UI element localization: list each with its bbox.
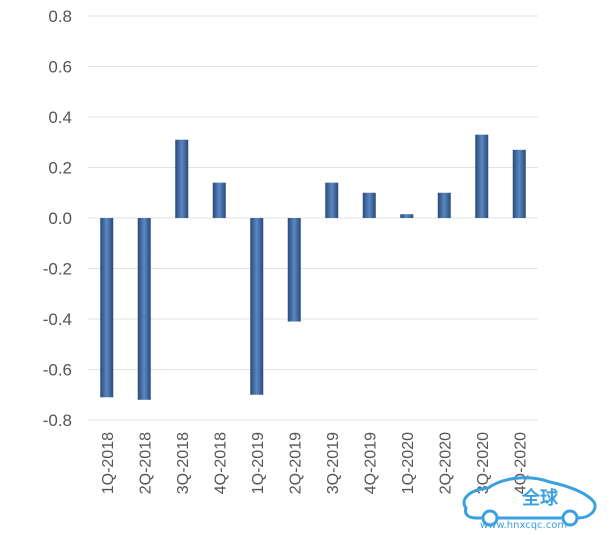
y-tick-label: -0.2 xyxy=(43,260,72,279)
bar-4Q-2020 xyxy=(512,149,526,218)
y-tick-label: 0.6 xyxy=(48,58,72,77)
bar-4Q-2019 xyxy=(362,192,376,218)
x-tick-label: 1Q-2019 xyxy=(250,432,267,494)
bar-1Q-2018 xyxy=(100,218,114,398)
x-tick-label: 3Q-2019 xyxy=(325,432,342,494)
watermark-wheel-left xyxy=(481,509,499,527)
x-tick-label: 1Q-2020 xyxy=(400,432,417,494)
watermark-logo-text: 全球 xyxy=(521,487,559,509)
x-tick-label: 2Q-2020 xyxy=(437,432,454,494)
y-tick-label: -0.8 xyxy=(43,411,72,430)
bar-3Q-2020 xyxy=(475,134,489,218)
y-tick-label: 0.0 xyxy=(48,209,72,228)
watermark-logo: 全球 www.hnxcqc.com xyxy=(462,476,597,531)
y-tick-label: 0.8 xyxy=(48,7,72,26)
watermark-url: www.hnxcqc.com xyxy=(480,520,567,531)
x-tick-label: 2Q-2019 xyxy=(287,432,304,494)
bar-1Q-2020 xyxy=(400,214,414,218)
y-tick-label: 0.4 xyxy=(48,108,72,127)
bar-4Q-2018 xyxy=(212,182,226,218)
x-tick-label: 1Q-2018 xyxy=(100,432,117,494)
watermark-wheel-right xyxy=(561,509,579,527)
x-tick-label: 4Q-2020 xyxy=(512,432,529,494)
watermark-car-shape xyxy=(462,476,597,520)
x-tick-label: 3Q-2018 xyxy=(175,432,192,494)
x-tick-label: 4Q-2018 xyxy=(212,432,229,494)
bar-1Q-2019 xyxy=(250,218,264,395)
x-tick-label: 2Q-2018 xyxy=(137,432,154,494)
bars xyxy=(100,134,526,400)
x-tick-label: 3Q-2020 xyxy=(475,432,492,494)
y-axis-tick-labels: 0.8 0.6 0.4 0.2 0.0 -0.2 -0.4 -0.6 -0.8 xyxy=(43,7,72,430)
x-tick-label: 4Q-2019 xyxy=(362,432,379,494)
gridlines xyxy=(88,15,538,421)
bar-2Q-2020 xyxy=(437,192,451,218)
x-axis-tick-labels: 1Q-2018 2Q-2018 3Q-2018 4Q-2018 1Q-2019 2Q-20… xyxy=(100,432,530,494)
bar-3Q-2019 xyxy=(325,182,339,218)
bar-3Q-2018 xyxy=(175,139,189,218)
y-tick-label: -0.4 xyxy=(43,310,72,329)
bar-2Q-2018 xyxy=(137,218,151,400)
bar-2Q-2019 xyxy=(287,218,301,322)
y-tick-label: 0.2 xyxy=(48,159,72,178)
y-tick-label: -0.6 xyxy=(43,361,72,380)
